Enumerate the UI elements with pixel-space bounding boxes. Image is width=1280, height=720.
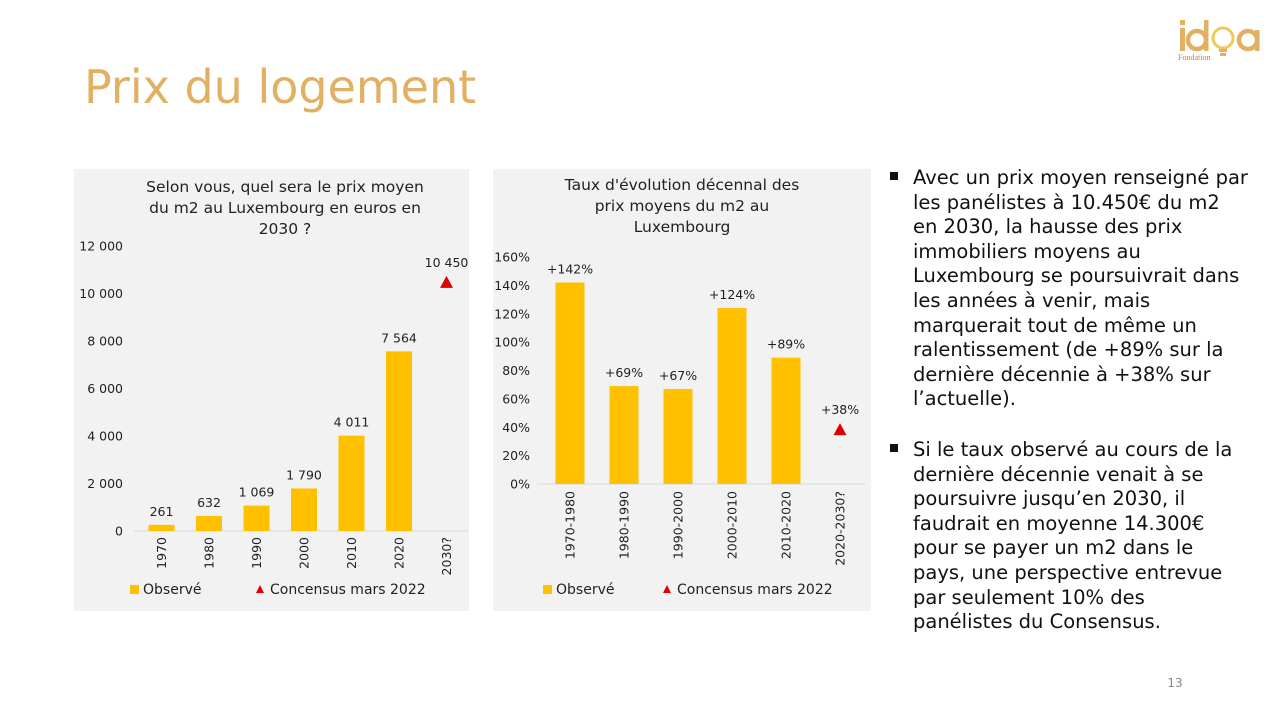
y-tick-label: 0% <box>510 477 530 492</box>
square-bullet-icon <box>890 443 898 452</box>
bar-1990-2000 <box>663 388 693 484</box>
data-label-1990: 1 069 <box>239 485 275 500</box>
bar-1970-1980 <box>555 282 585 484</box>
bar-2000 <box>291 488 317 531</box>
bullet-text: Si le taux observé au cours de la derniè… <box>913 437 1233 634</box>
data-label-1980: 632 <box>197 495 221 510</box>
data-label-1990-2000: +67% <box>659 368 697 383</box>
page-number: 13 <box>1167 676 1183 690</box>
square-bullet-icon <box>890 172 898 180</box>
legend-label: Observé <box>556 582 614 598</box>
price-chart-panel: Selon vous, quel sera le prix moyen du m2… <box>74 169 469 611</box>
x-tick-label: 2030? <box>439 537 454 575</box>
logo-bulb-base <box>1219 49 1227 52</box>
y-tick-label: 0 <box>115 524 123 539</box>
y-tick-label: 2 000 <box>87 476 123 491</box>
legend-label: Concensus mars 2022 <box>270 582 426 598</box>
logo-letter-i-stem <box>1180 28 1185 51</box>
bar-1990 <box>243 505 270 531</box>
data-label-2010-2020: +89% <box>767 337 805 352</box>
idea-fondation-logo: Fondation <box>1178 20 1260 62</box>
bar-2020 <box>386 351 412 531</box>
logo-letter-d-stem <box>1204 20 1209 51</box>
x-tick-label: 2010 <box>344 537 359 569</box>
x-tick-label: 1980-1990 <box>617 491 632 559</box>
marker-label-2020-2030?: +38% <box>821 402 859 417</box>
data-label-2000: 1 790 <box>286 467 322 482</box>
y-tick-label: 8 000 <box>87 334 123 349</box>
logo-letter-d-bowl <box>1185 28 1209 52</box>
y-tick-label: 140% <box>494 278 530 293</box>
y-tick-label: 60% <box>502 391 530 406</box>
bullet-list: Avec un prix moyen renseigné par les pan… <box>888 166 1248 661</box>
bar-1970 <box>148 524 175 531</box>
y-tick-label: 4 000 <box>87 429 123 444</box>
bar-2010 <box>338 435 365 531</box>
data-label-1980-1990: +69% <box>605 365 643 380</box>
legend-label: Concensus mars 2022 <box>677 582 833 598</box>
logo-letter-i-dot <box>1180 20 1185 25</box>
y-tick-label: 40% <box>502 420 530 435</box>
price-chart-svg: Selon vous, quel sera le prix moyen du m2… <box>79 178 469 598</box>
chart-title-line: prix moyens du m2 au <box>595 197 770 215</box>
data-label-2000-2010: +124% <box>709 287 755 302</box>
bar-2000-2010 <box>717 308 747 484</box>
x-tick-label: 1990 <box>249 537 264 569</box>
data-label-2020: 7 564 <box>381 330 417 345</box>
y-tick-label: 6 000 <box>87 381 123 396</box>
x-tick-label: 1990-2000 <box>671 491 686 559</box>
bar-1980-1990 <box>609 386 639 484</box>
logo-bulb-base-2 <box>1220 53 1226 56</box>
logo-letter-a-bowl <box>1236 28 1260 52</box>
x-tick-label: 2020-2030? <box>833 491 848 566</box>
logo-bulb-icon <box>1211 26 1235 50</box>
x-tick-label: 2000-2010 <box>725 491 740 559</box>
y-tick-label: 100% <box>494 335 530 350</box>
chart-title-line: du m2 au Luxembourg en euros en <box>149 199 421 217</box>
data-label-1970: 261 <box>150 504 174 519</box>
growth-chart-svg: Taux d'évolution décennal des prix moyens… <box>494 176 865 598</box>
y-tick-label: 120% <box>494 306 530 321</box>
bullet-item: Avec un prix moyen renseigné par les pan… <box>888 166 1248 412</box>
logo-letter-a-stem <box>1255 30 1260 51</box>
bullet-text: Avec un prix moyen renseigné par les pan… <box>913 166 1248 411</box>
x-tick-label: 2020 <box>392 537 407 569</box>
page-title: Prix du logement <box>84 60 477 114</box>
y-tick-label: 12 000 <box>79 239 123 254</box>
y-tick-label: 10 000 <box>79 286 123 301</box>
bar-1980 <box>196 515 222 531</box>
x-tick-label: 2000 <box>297 537 312 569</box>
marker-2030? <box>440 275 453 288</box>
bullet-item: Si le taux observé au cours de la derniè… <box>888 438 1248 635</box>
data-label-2010: 4 011 <box>334 415 370 430</box>
legend-swatch-consensus <box>663 585 671 593</box>
y-tick-label: 80% <box>502 363 530 378</box>
marker-2020-2030? <box>833 423 847 436</box>
chart-title-line: Selon vous, quel sera le prix moyen <box>146 178 424 196</box>
x-tick-label: 1970 <box>154 537 169 569</box>
x-tick-label: 2010-2020 <box>779 491 794 559</box>
growth-chart-panel: Taux d'évolution décennal des prix moyens… <box>493 169 871 611</box>
legend-swatch-consensus <box>256 585 264 593</box>
x-tick-label: 1970-1980 <box>563 491 578 559</box>
data-label-1970-1980: +142% <box>547 262 593 277</box>
chart-title-line: Luxembourg <box>634 218 731 236</box>
chart-title-line: Taux d'évolution décennal des <box>564 176 800 194</box>
y-tick-label: 160% <box>494 250 530 265</box>
legend-label: Observé <box>143 582 201 598</box>
x-tick-label: 1980 <box>202 537 217 569</box>
logo-subtitle: Fondation <box>1178 53 1210 62</box>
y-tick-label: 20% <box>502 448 530 463</box>
marker-label-2030?: 10 450 <box>425 255 469 270</box>
legend-swatch-observe <box>130 585 139 594</box>
chart-title-line: 2030 ? <box>259 220 312 238</box>
legend-swatch-observe <box>543 585 552 594</box>
bar-2010-2020 <box>771 357 801 484</box>
